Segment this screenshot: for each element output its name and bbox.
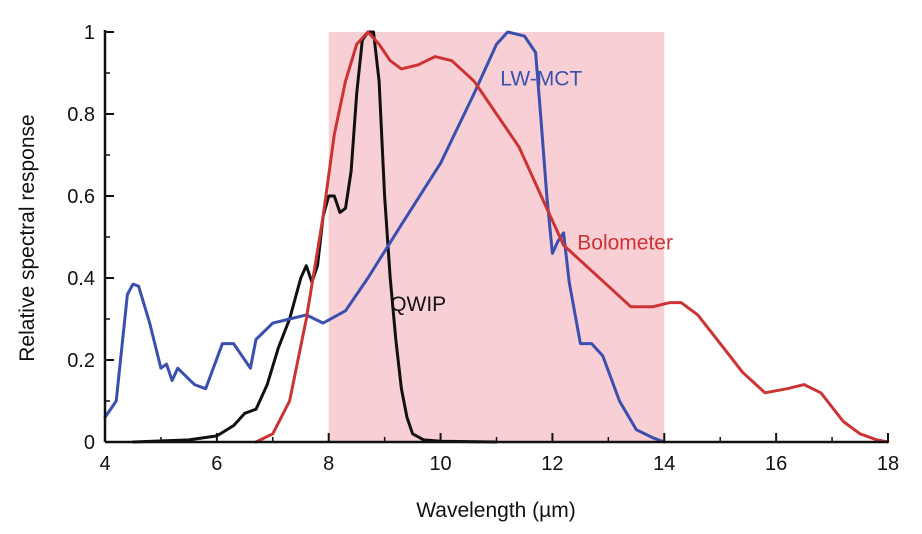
ticks-layer: 4 6 8 10 12 14 16 18 0 0.2 0.4 0.6 0.8 1 [67,22,899,475]
y-tick-label: 1 [84,22,95,44]
x-tick-label: 12 [541,453,563,475]
y-tick-label: 0.4 [67,268,95,290]
x-tick-label: 6 [211,453,222,475]
series-label-lw-mct: LW-MCT [500,67,582,90]
y-tick-label: 0.8 [67,104,95,126]
x-tick-label: 14 [653,453,675,475]
series-line-bolometer [254,30,890,444]
series-layer [103,30,890,444]
x-tick-label: 18 [877,453,899,475]
series-label-qwip: QWIP [390,293,446,316]
series-line-lw-mct [103,30,666,444]
series-line-qwip [131,30,498,444]
series-label-bolometer: Bolometer [577,231,673,254]
y-tick-label: 0.6 [67,186,95,208]
x-tick-label: 4 [99,453,110,475]
y-tick-label: 0 [84,432,95,454]
x-tick-label: 8 [323,453,334,475]
y-axis-title: Relative spectral response [16,114,39,361]
x-axis-title: Wavelength (µm) [416,499,576,522]
x-tick-label: 10 [429,453,451,475]
y-tick-label: 0.2 [67,350,95,372]
labels-layer: QWIP LW-MCT Bolometer [390,67,673,315]
x-tick-label: 16 [765,453,787,475]
